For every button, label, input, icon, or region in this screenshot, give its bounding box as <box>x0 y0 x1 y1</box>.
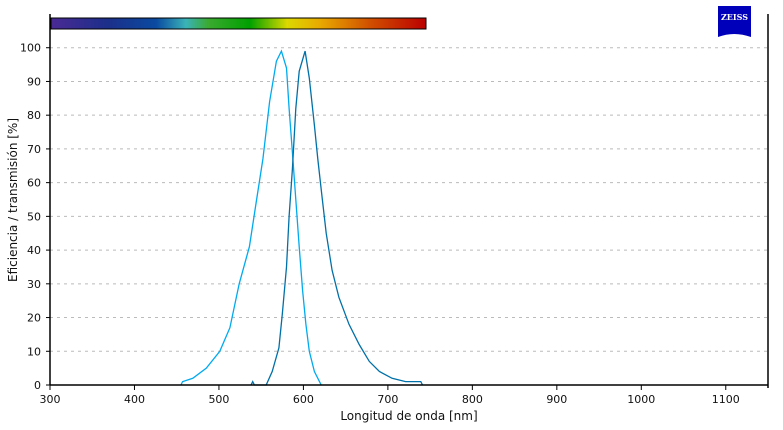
x-tick-label: 1000 <box>627 393 655 406</box>
axes: 0 10 20 30 40 50 60 70 80 90 100 300 400 500 600 700 800… <box>20 14 769 406</box>
svg-text:ZEISS: ZEISS <box>721 12 748 22</box>
y-tick-label: 50 <box>27 210 41 223</box>
y-tick-label: 20 <box>27 312 41 325</box>
x-tick-label: 800 <box>462 393 483 406</box>
x-tick-label: 300 <box>40 393 61 406</box>
zeiss-logo: ZEISS <box>718 6 751 37</box>
series-line-2 <box>250 50 424 386</box>
series-group <box>180 49 424 386</box>
x-tick-label: 400 <box>124 393 145 406</box>
x-axis-label: Longitud de onda [nm] <box>340 409 477 423</box>
y-tick-label: 90 <box>27 75 41 88</box>
spectrum-color-bar <box>50 17 427 30</box>
y-tick-label: 30 <box>27 278 41 291</box>
grid-lines <box>50 47 768 352</box>
x-tick-label: 1100 <box>712 393 740 406</box>
x-tick-label: 900 <box>546 393 567 406</box>
x-tick-label: 500 <box>208 393 229 406</box>
y-tick-label: 10 <box>27 345 41 358</box>
y-tick-label: 80 <box>27 109 41 122</box>
y-tick-label: 60 <box>27 177 41 190</box>
y-tick-label: 0 <box>34 379 41 392</box>
x-tick-label: 600 <box>293 393 314 406</box>
series-line-1 <box>180 49 322 386</box>
y-tick-label: 40 <box>27 244 41 257</box>
x-tick-label: 700 <box>377 393 398 406</box>
y-tick-label: 70 <box>27 143 41 156</box>
y-axis-label: Eficiencia / transmisión [%] <box>6 118 20 282</box>
y-tick-label: 100 <box>20 42 41 55</box>
